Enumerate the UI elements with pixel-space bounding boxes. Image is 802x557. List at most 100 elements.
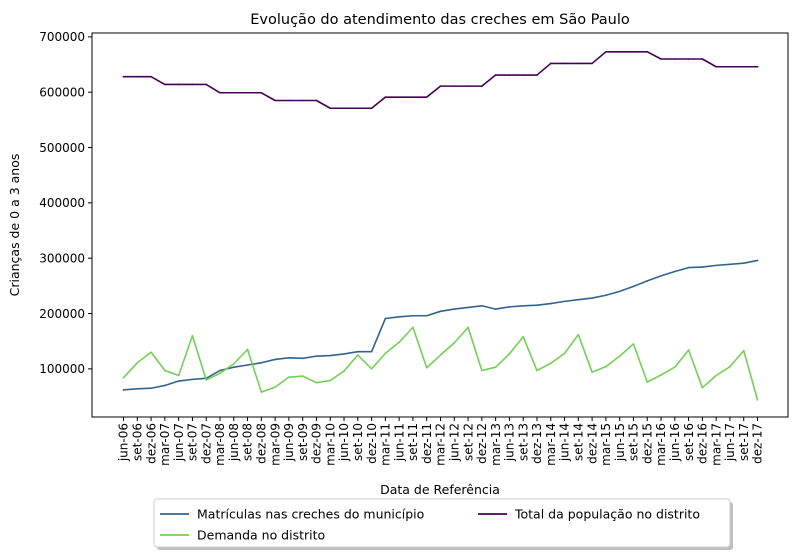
data-point [715,65,717,68]
data-point [687,266,690,269]
x-tick-label: dez-06 [144,423,158,464]
data-point [467,326,469,329]
x-tick-label: jun-10 [337,423,351,462]
data-point [398,341,400,344]
data-point [343,353,345,355]
legend-entries: Matrículas nas creches do município Total… [160,507,700,543]
y-tick-label: 400000 [39,196,85,210]
data-point [370,368,373,370]
data-point [288,357,290,359]
data-point [412,314,414,317]
x-tick-label: dez-15 [640,423,654,464]
y-tick-label: 700000 [39,30,85,44]
x-axis-title: Data de Referência [380,482,500,497]
x-tick-label: dez-12 [475,423,489,464]
data-point [301,375,304,377]
data-point [136,75,139,78]
data-point [219,91,221,94]
data-point [674,58,676,60]
data-point [729,263,731,266]
data-point [260,361,263,364]
x-tick-label: mar-12 [434,423,448,466]
plot-area [122,51,759,401]
data-point [205,83,207,86]
x-tick-label: set-16 [682,423,696,461]
data-point [646,280,649,282]
data-point [384,352,387,355]
x-tick-label: dez-09 [310,423,324,464]
x-tick-label: set-17 [737,423,751,461]
data-point [729,65,731,68]
data-point [329,107,332,110]
data-point [632,343,635,345]
data-point [577,62,580,65]
x-tick-label: dez-10 [365,423,379,464]
series-3 [122,51,759,110]
data-point [453,308,456,310]
series-line-1 [122,259,759,391]
data-point [618,51,621,53]
data-point [412,96,414,98]
x-tick-label: jun-07 [172,423,186,462]
data-point [191,334,194,337]
data-point [260,91,263,94]
data-point [357,107,359,110]
x-tick-label: set-07 [186,423,200,461]
data-point [370,107,373,110]
data-point [715,374,717,377]
legend-label: Matrículas nas creches do município [197,507,424,522]
data-point [467,306,469,309]
data-point [329,379,332,382]
data-point [164,83,166,86]
data-point [508,306,511,308]
data-point [632,285,635,288]
data-point [205,379,207,381]
data-point [591,371,593,373]
series-line-2 [122,326,759,401]
data-point [453,85,456,87]
data-point [246,364,249,366]
data-point [549,302,552,305]
data-point [674,366,676,369]
data-point [315,355,318,357]
data-point [605,365,607,368]
x-tick-label: mar-11 [379,423,393,466]
data-point [122,389,125,391]
data-point [384,317,387,320]
x-tick-label: jun-12 [447,423,461,462]
x-tick-label: dez-13 [530,423,544,464]
data-point [660,374,662,376]
legend-label: Demanda no distrito [197,528,325,543]
data-point [453,342,456,344]
data-point [274,386,276,388]
data-point [701,58,704,60]
data-point [674,270,676,273]
data-point [425,366,428,369]
data-point [425,96,428,98]
x-tick-label: set-14 [572,423,586,461]
data-point [536,369,538,372]
y-axis-title: Crianças de 0 a 3 anos [7,154,22,297]
data-point [357,350,359,353]
data-point [687,58,690,60]
x-tick-label: dez-14 [585,423,599,464]
data-point [177,380,180,382]
data-point [150,75,152,78]
x-tick-label: mar-08 [213,423,227,466]
data-point [425,314,428,317]
data-point [660,58,662,60]
data-point [246,91,249,94]
x-tick-label: set-11 [406,423,420,461]
x-tick-label: mar-07 [158,423,172,466]
x-tick-label: jun-06 [117,423,131,462]
data-point [536,74,538,76]
data-point [508,353,511,355]
data-point [150,387,152,390]
data-point [591,297,593,299]
x-tick-label: dez-11 [420,423,434,464]
data-point [577,333,580,336]
x-tick-label: mar-10 [323,423,337,466]
data-point [136,361,139,364]
data-point [232,91,235,94]
data-point [177,83,180,86]
